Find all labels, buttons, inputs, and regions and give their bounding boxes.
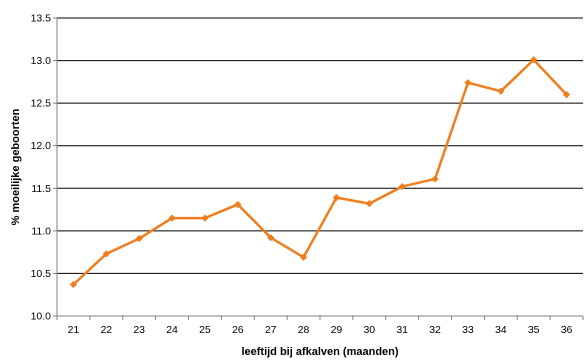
x-tick-label: 24 [166,324,178,336]
axes [53,17,584,320]
data-point-marker [168,214,176,222]
y-tick-label: 12.5 [31,98,52,110]
data-point-marker [398,182,406,191]
data-point-marker [562,91,571,99]
data-point-marker [201,214,209,222]
y-tick-label: 13.0 [31,55,52,67]
x-tick-labels: 21 22 23 24 25 26 27 28 29 30 31 32 33 34 35 36 [68,324,573,336]
x-axis-title: leeftijd bij afkalven (maanden) [241,346,398,358]
y-tick-label: 11.0 [31,225,51,237]
data-point-marker [365,200,373,208]
data-point-marker [530,56,538,64]
data-point-marker [497,87,505,95]
x-tick-label: 21 [68,324,80,336]
x-tick-label: 26 [232,324,244,336]
x-tick-label: 23 [133,324,145,336]
series-group [69,56,571,289]
data-point-marker [69,280,78,289]
data-point-marker [234,200,242,209]
y-tick-label: 12.0 [31,140,52,152]
data-point-marker [431,175,439,183]
y-axis-title: % moeilijke geboorten [10,108,22,225]
x-tick-label: 33 [462,324,474,336]
data-point-marker [267,234,275,242]
x-tick-label: 28 [298,324,310,336]
gridlines [57,17,583,274]
y-tick-labels: 10.0 10.5 11.0 11.5 12.0 12.5 13.0 13.5 [31,13,52,323]
y-tick-label: 11.5 [31,183,51,195]
x-tick-label: 35 [528,324,540,336]
series-line [72,58,568,286]
y-tick-label: 10.5 [31,268,52,280]
x-tick-label: 31 [396,324,408,336]
y-tick-label: 10.0 [31,311,52,323]
x-tick-label: 22 [100,324,112,336]
x-tick-label: 30 [363,324,375,336]
x-tick-label: 25 [199,324,211,336]
data-point-marker [299,253,308,261]
data-point-marker [464,79,472,87]
x-tick-label: 36 [561,324,573,336]
data-point-marker [135,234,143,243]
data-point-marker [332,194,341,202]
x-tick-label: 29 [331,324,343,336]
x-tick-label: 27 [265,324,277,336]
x-tick-label: 34 [495,324,507,336]
y-tick-label: 13.5 [31,13,52,25]
x-tick-label: 32 [429,324,441,336]
data-point-marker [102,250,110,258]
